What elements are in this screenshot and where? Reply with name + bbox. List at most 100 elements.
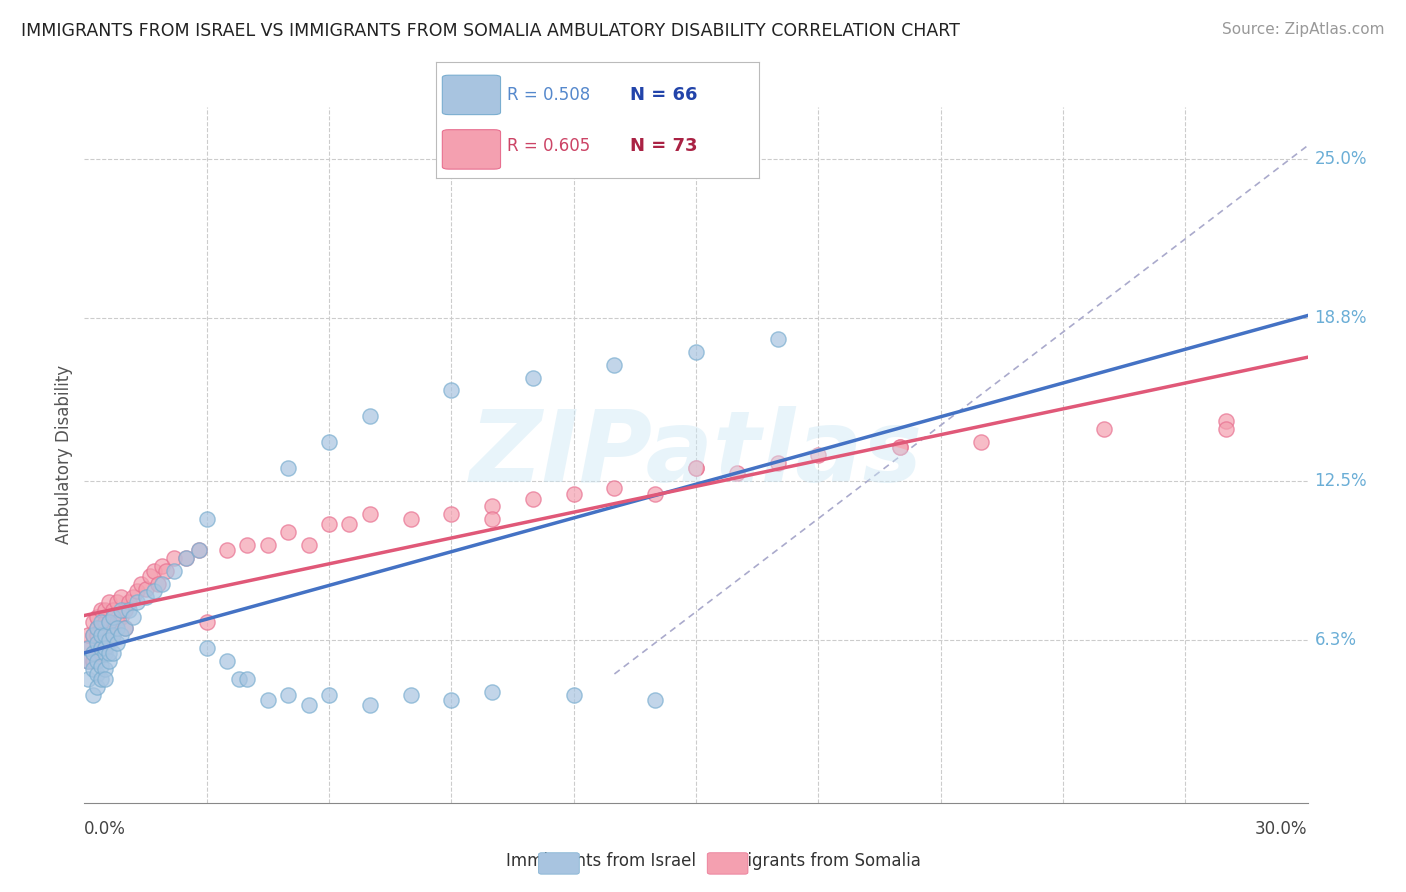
Point	[685, 460, 707, 475]
Point	[114, 621, 136, 635]
Point	[93, 646, 115, 660]
Text: N = 73: N = 73	[630, 137, 697, 155]
Text: 30.0%: 30.0%	[1256, 821, 1308, 838]
Point	[97, 595, 120, 609]
Point	[399, 688, 422, 702]
Point	[127, 584, 149, 599]
Point	[163, 551, 186, 566]
Point	[359, 698, 381, 712]
Point	[236, 672, 259, 686]
Point	[298, 698, 321, 712]
Point	[122, 610, 145, 624]
Point	[318, 435, 340, 450]
Point	[359, 409, 381, 424]
Point	[257, 692, 280, 706]
Point	[481, 512, 503, 526]
Point	[187, 543, 209, 558]
Point	[90, 641, 112, 656]
Point	[970, 435, 993, 450]
Point	[101, 628, 124, 642]
Point	[101, 646, 124, 660]
Point	[440, 692, 463, 706]
Point	[766, 332, 789, 346]
Point	[685, 460, 707, 475]
Point	[77, 654, 100, 668]
FancyBboxPatch shape	[443, 75, 501, 114]
Point	[150, 558, 173, 573]
Point	[86, 667, 108, 681]
Text: 6.3%: 6.3%	[1315, 632, 1357, 649]
Point	[440, 507, 463, 521]
Point	[101, 621, 124, 635]
Point	[90, 602, 112, 616]
Point	[77, 641, 100, 656]
Text: Immigrants from Israel: Immigrants from Israel	[506, 852, 696, 870]
Point	[77, 654, 100, 668]
Point	[93, 615, 115, 630]
Point	[90, 628, 112, 642]
Point	[522, 370, 544, 384]
Point	[86, 654, 108, 668]
Point	[86, 621, 108, 635]
Point	[101, 602, 124, 616]
Point	[807, 448, 830, 462]
Point	[90, 615, 112, 630]
Point	[97, 646, 120, 660]
Point	[114, 602, 136, 616]
Point	[90, 672, 112, 686]
Point	[110, 590, 132, 604]
Point	[277, 525, 299, 540]
Point	[131, 576, 153, 591]
Point	[101, 628, 124, 642]
Point	[603, 482, 626, 496]
Point	[277, 688, 299, 702]
Point	[1092, 422, 1115, 436]
Point	[725, 466, 748, 480]
Point	[93, 628, 115, 642]
Point	[86, 628, 108, 642]
Point	[86, 621, 108, 635]
Point	[603, 358, 626, 372]
Point	[97, 633, 120, 648]
Point	[481, 685, 503, 699]
Point	[440, 384, 463, 398]
Point	[163, 564, 186, 578]
Point	[86, 680, 108, 694]
Point	[82, 662, 104, 676]
Point	[359, 507, 381, 521]
Point	[146, 576, 169, 591]
Point	[82, 646, 104, 660]
Point	[93, 672, 115, 686]
Point	[82, 628, 104, 642]
Point	[93, 602, 115, 616]
Point	[82, 628, 104, 642]
Point	[135, 590, 157, 604]
Point	[155, 564, 177, 578]
Point	[339, 517, 360, 532]
Text: 25.0%: 25.0%	[1315, 150, 1367, 168]
Point	[195, 512, 218, 526]
Point	[105, 615, 128, 630]
Point	[114, 621, 136, 635]
Point	[562, 688, 585, 702]
Point	[127, 595, 149, 609]
Point	[685, 344, 707, 359]
Point	[82, 646, 104, 660]
Point	[105, 595, 128, 609]
Y-axis label: Ambulatory Disability: Ambulatory Disability	[55, 366, 73, 544]
Point	[187, 543, 209, 558]
Point	[522, 491, 544, 506]
Text: 0.0%: 0.0%	[84, 821, 127, 838]
Text: ZIPatlas: ZIPatlas	[470, 407, 922, 503]
Text: 12.5%: 12.5%	[1315, 472, 1367, 490]
Point	[1215, 414, 1237, 428]
Point	[142, 564, 165, 578]
Point	[174, 551, 197, 566]
Point	[236, 538, 259, 552]
Point	[82, 615, 104, 630]
Point	[77, 628, 100, 642]
Point	[93, 641, 115, 656]
Point	[97, 615, 120, 630]
Point	[105, 636, 128, 650]
Text: R = 0.605: R = 0.605	[508, 137, 591, 155]
